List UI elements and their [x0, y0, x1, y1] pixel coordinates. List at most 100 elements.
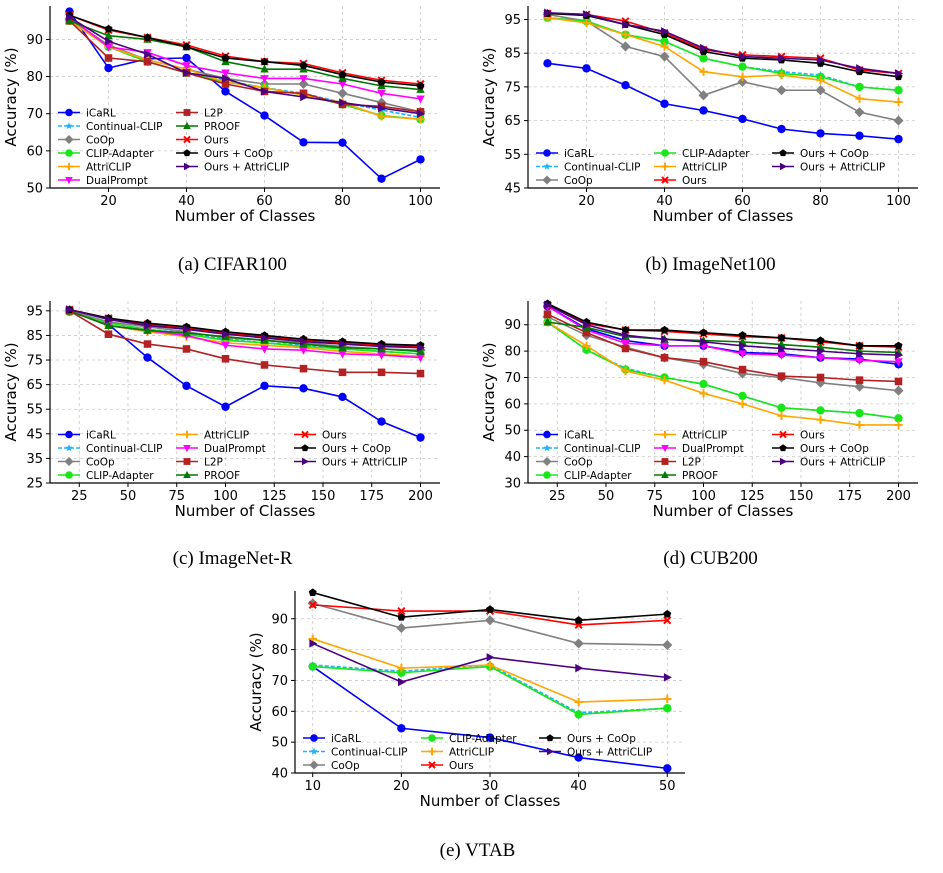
legend-marker [779, 162, 788, 171]
series-line-icarl [68, 11, 421, 180]
data-point-coop [815, 377, 826, 388]
series-line-continual-clip [547, 16, 899, 92]
legend-marker [183, 121, 191, 130]
x-tick-label: 100 [691, 489, 716, 504]
data-point-icarl [299, 384, 308, 393]
legend-marker [65, 162, 73, 171]
legend-marker [543, 149, 551, 157]
data-point-icarl [574, 753, 583, 762]
data-point-coop [893, 115, 904, 126]
y-tick-label: 40 [504, 450, 521, 465]
x-tick-label: 60 [256, 194, 273, 209]
data-point-l2p [104, 54, 113, 62]
x-tick-label: 50 [659, 779, 676, 794]
series-line-icarl [547, 62, 899, 140]
data-point-ours-attriclip [300, 337, 309, 346]
data-point-attriclip [777, 70, 786, 80]
x-tick-label: 150 [789, 489, 814, 504]
legend-item-ours-coop: Ours + CoOp [294, 443, 391, 455]
x-axis-label: Number of Classes [420, 792, 561, 810]
data-point-ours [397, 606, 406, 616]
data-point-dualprompt [855, 356, 864, 365]
data-point-ours-attriclip [339, 339, 348, 349]
data-point-proof [543, 317, 552, 326]
legend-marker [546, 747, 555, 756]
data-point-ours-attriclip [398, 677, 406, 687]
y-tick-label: 85 [26, 329, 43, 344]
legend-label: PROOF [204, 470, 240, 482]
data-point-l2p [543, 310, 552, 318]
data-point-attriclip [663, 694, 672, 704]
series-line-l2p [547, 313, 899, 383]
legend-label: Continual-CLIP [564, 161, 641, 173]
data-point-icarl [416, 155, 425, 164]
legend-label: AttriCLIP [204, 429, 249, 441]
x-tick-label: 125 [740, 489, 765, 504]
legend-item-ours: Ours [176, 134, 229, 146]
y-tick-label: 70 [26, 107, 43, 122]
legend-marker [183, 162, 192, 171]
data-point-ours-attriclip [378, 342, 387, 351]
data-point-ours-attriclip [417, 109, 426, 118]
y-tick-label: 65 [504, 114, 521, 129]
legend-label: Continual-CLIP [86, 121, 163, 133]
x-tick-label: 40 [656, 194, 673, 209]
legend-marker [301, 457, 310, 466]
data-point-dualprompt [221, 341, 230, 350]
legend-marker [661, 470, 669, 479]
legend-item-continual-clip: Continual-CLIP [536, 443, 641, 455]
data-point-l2p [299, 364, 308, 373]
legend-marker [64, 134, 74, 145]
legend-item-clip-adapter: CLIP-Adapter [421, 733, 517, 745]
legend-item-ours: Ours [772, 429, 825, 441]
data-point-icarl [143, 353, 152, 362]
legend-item-clip-adapter: CLIP-Adapter [536, 470, 632, 482]
data-point-ours-attriclip [778, 344, 787, 353]
data-point-l2p [143, 57, 152, 66]
x-tick-label: 40 [570, 779, 587, 794]
legend-item-dualprompt: DualPrompt [654, 443, 744, 455]
x-tick-label: 80 [334, 194, 351, 209]
legend-item-icarl: iCaRL [536, 429, 594, 441]
data-point-coop [776, 85, 787, 96]
y-tick-label: 85 [504, 47, 521, 62]
data-point-clip-adapter [699, 54, 708, 63]
data-point-coop [854, 381, 865, 392]
data-point-ours-attriclip [661, 27, 670, 36]
y-axis-label: Accuracy (%) [2, 342, 20, 441]
legend-marker [428, 761, 436, 769]
legend-label: CoOp [564, 456, 593, 468]
legend-item-ours-coop: Ours + CoOp [772, 148, 869, 160]
y-tick-label: 70 [271, 674, 288, 689]
y-tick-label: 80 [271, 643, 288, 658]
legend-label: Ours + CoOp [800, 148, 869, 160]
y-tick-label: 90 [504, 318, 521, 333]
data-point-icarl [621, 81, 630, 90]
data-point-l2p [221, 355, 230, 363]
series-line-ours-coop [69, 14, 421, 87]
legend-item-clip-adapter: CLIP-Adapter [654, 148, 750, 160]
y-tick-label: 40 [271, 767, 288, 782]
data-point-l2p [416, 369, 425, 378]
data-point-ours-coop [397, 613, 406, 621]
caption-vtab: (e) VTAB [439, 840, 516, 861]
legend-marker [779, 444, 787, 452]
data-point-ours-attriclip [309, 639, 318, 648]
y-tick-label: 50 [26, 182, 43, 197]
data-point-ours-attriclip [739, 341, 748, 351]
data-point-proof [338, 343, 347, 352]
y-axis-label: Accuracy (%) [2, 47, 20, 146]
x-tick-label: 75 [168, 489, 185, 504]
data-point-icarl [338, 392, 347, 402]
data-point-dualprompt [260, 75, 269, 84]
data-point-attriclip [816, 415, 825, 424]
series-ours-attriclip [544, 8, 904, 78]
legend-marker [661, 444, 669, 453]
x-tick-label: 50 [598, 489, 615, 504]
legend-marker [661, 176, 669, 184]
data-point-ours-attriclip [661, 335, 670, 344]
x-axis-label: Number of Classes [175, 207, 316, 225]
data-point-ours [663, 616, 672, 625]
legend-marker [65, 176, 73, 185]
legend-label: AttriCLIP [449, 746, 494, 758]
